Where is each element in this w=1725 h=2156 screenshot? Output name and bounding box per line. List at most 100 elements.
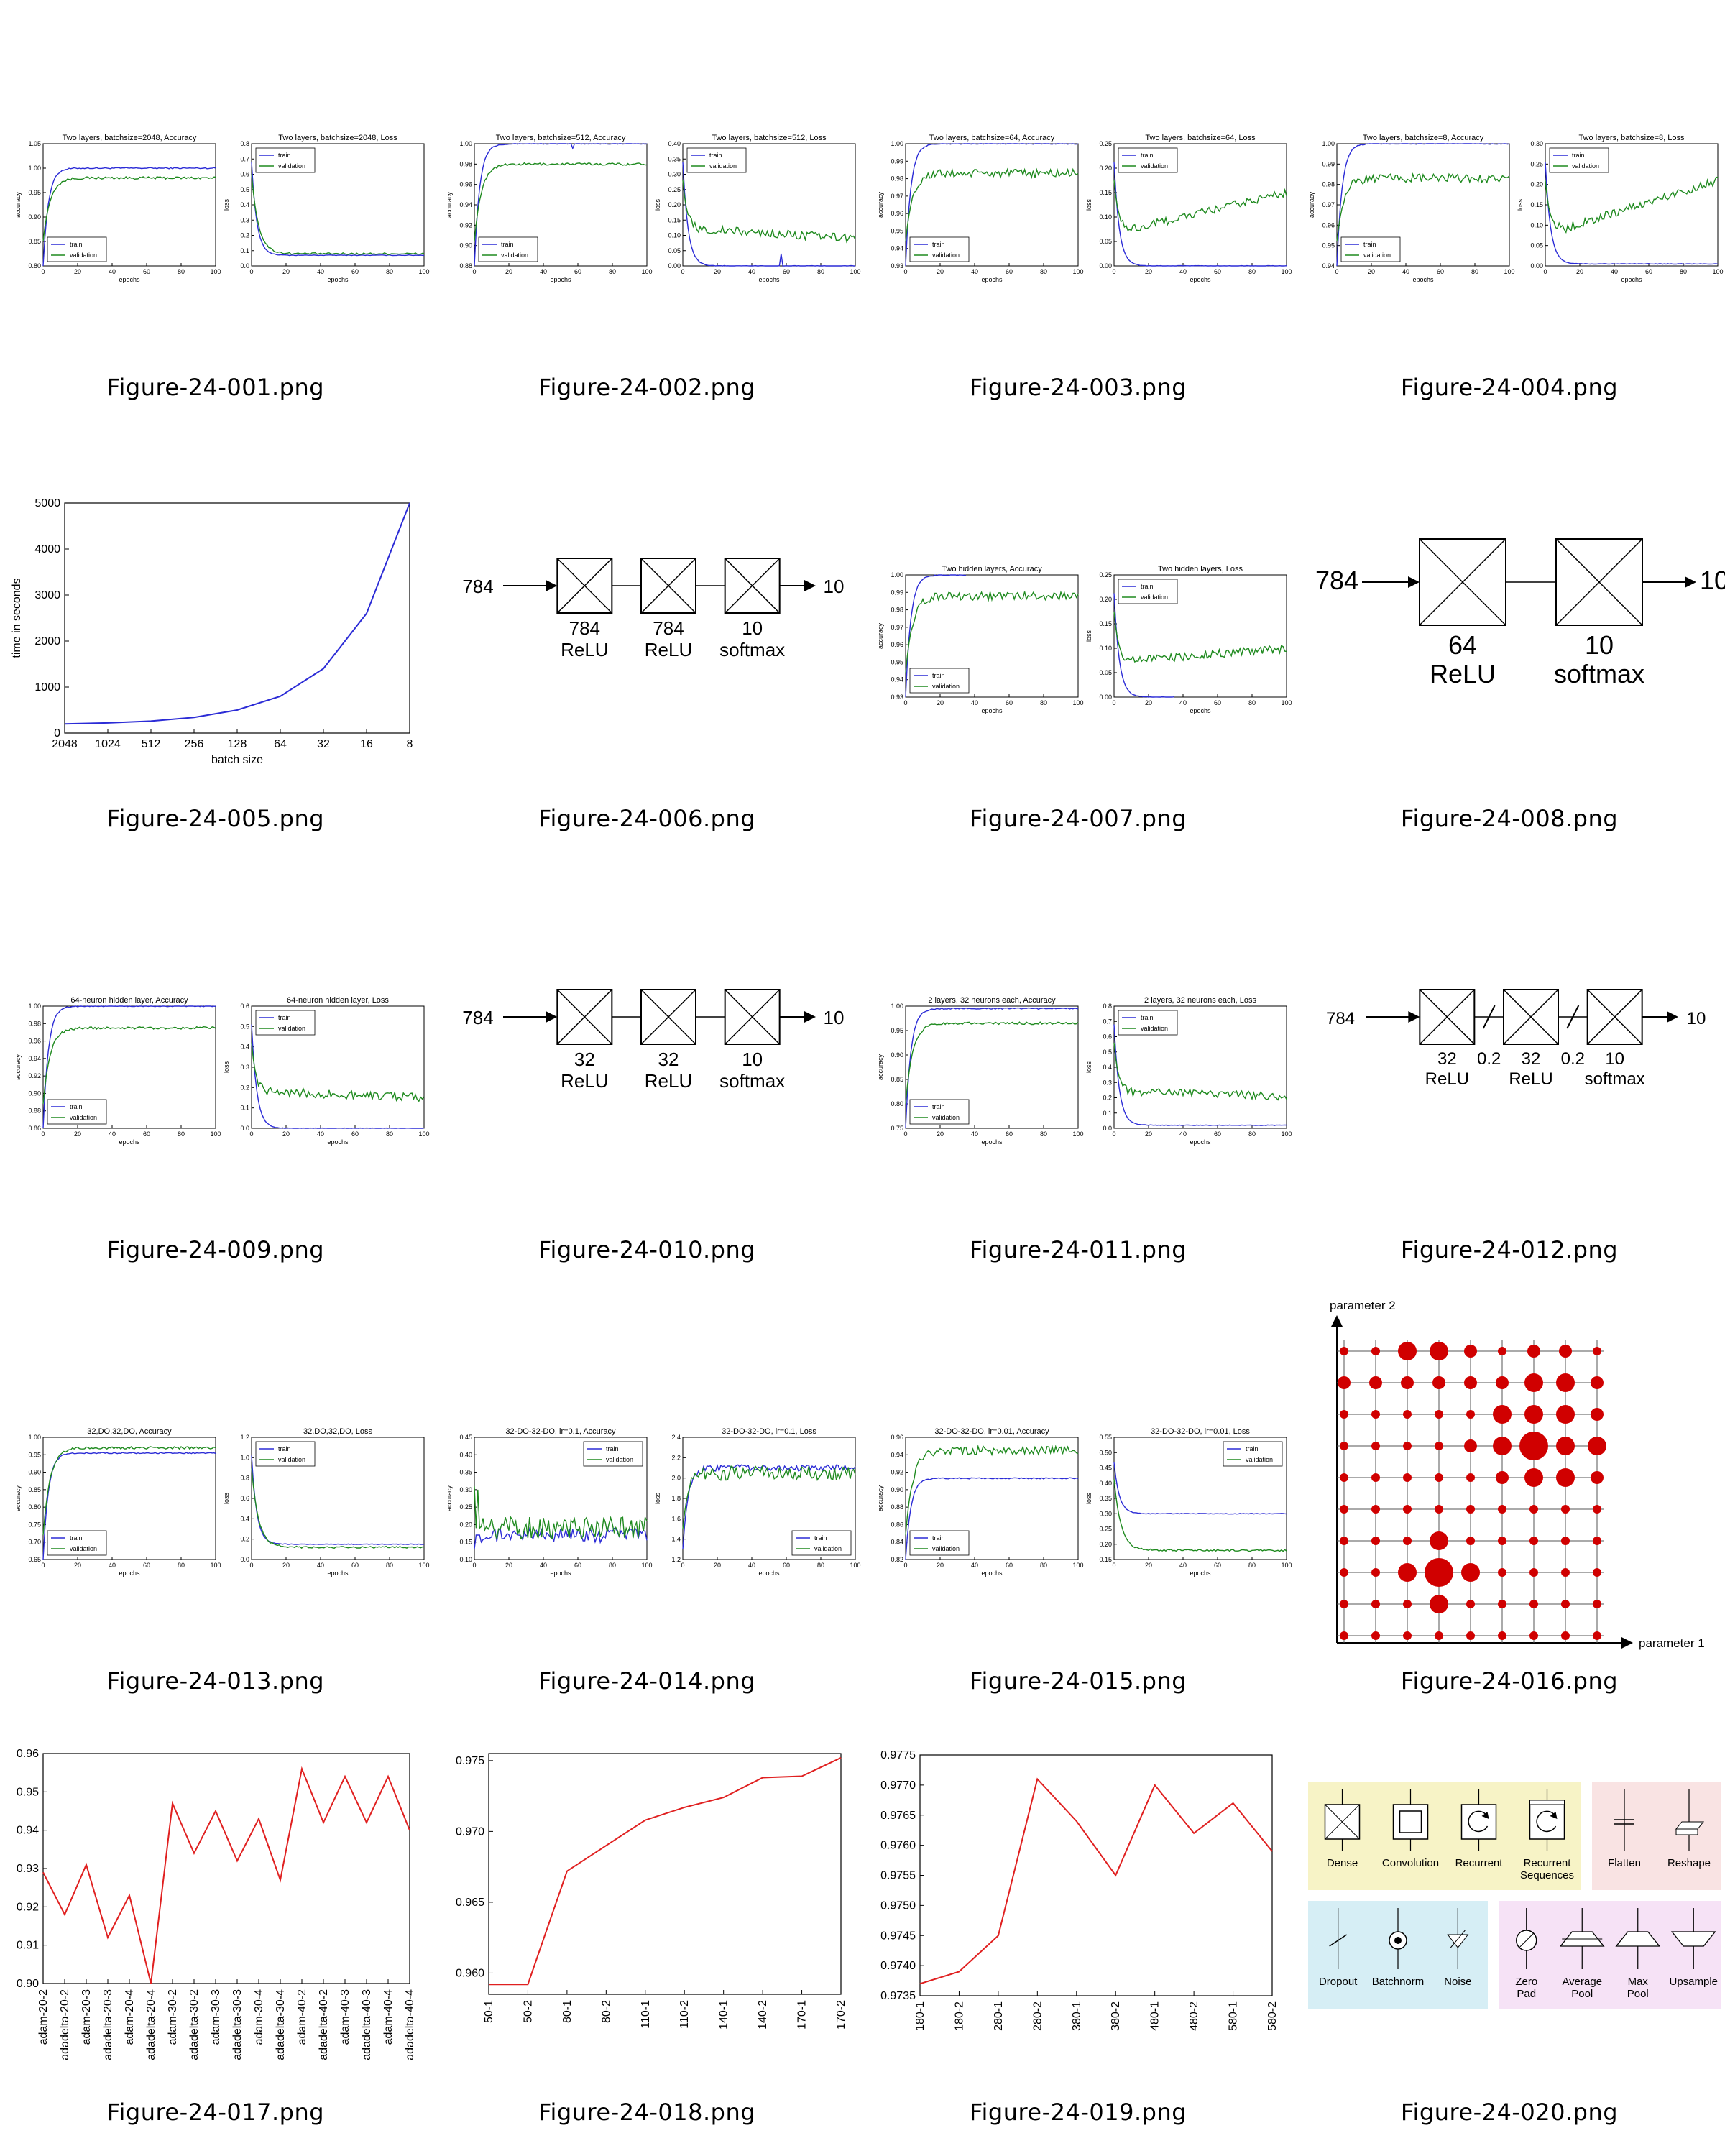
thumbnail-caption[interactable]: Figure-24-019.png xyxy=(969,2099,1187,2126)
thumbnail-image[interactable]: 784 32 ReLU 0.2 32 ReLU 0.2 10 softmax 10 xyxy=(1294,862,1725,1222)
thumbnail-image[interactable]: parameter 2 parameter 1 xyxy=(1294,1294,1725,1653)
thumbnail-item[interactable]: 784 64 ReLU 10 softmax 10 Figure-24-008.png xyxy=(1294,431,1725,862)
icon-label: Pool xyxy=(1627,1988,1649,2000)
x-tick-label: 80 xyxy=(609,268,616,275)
thumbnail-item[interactable]: 64-neuron hidden layer, Accuracy 0.86 0.88… xyxy=(0,862,431,1294)
thumbnail-item[interactable]: 0 1000 2000 3000 4000 5000 2048 1024 512 256 128 64… xyxy=(0,431,431,862)
thumbnail-caption[interactable]: Figure-24-005.png xyxy=(106,805,325,832)
thumbnail-caption[interactable]: Figure-24-010.png xyxy=(538,1236,756,1263)
thumbnail-item[interactable]: Two layers, batchsize=64, Accuracy 0.93 0.… xyxy=(862,0,1294,431)
x-tick-label: 100 xyxy=(210,1562,221,1569)
thumbnail-caption[interactable]: Figure-24-013.png xyxy=(106,1667,325,1695)
grid-point xyxy=(1403,1505,1412,1514)
thumbnail-image[interactable]: 32-DO-32-DO, lr=0.01, Accuracy 0.82 0.84 0.… xyxy=(862,1294,1294,1653)
y-tick-label: 0.75 xyxy=(28,1521,41,1528)
y-tick-label: 0.94 xyxy=(459,201,472,208)
thumbnail-item[interactable]: parameter 2 parameter 1 Figure-24-016.png xyxy=(1294,1294,1725,1725)
thumbnail-caption[interactable]: Figure-24-009.png xyxy=(106,1236,325,1263)
validation-line xyxy=(1545,176,1719,234)
thumbnail-image[interactable]: 784 32 ReLU 32 ReLU 10 softmax 10 xyxy=(431,862,862,1222)
x-tick-label: adam-40-2 xyxy=(296,1989,308,2045)
validation-line xyxy=(1113,1479,1287,1552)
thumbnail-caption[interactable]: Figure-24-001.png xyxy=(106,374,325,401)
y-tick-label: 0.94 xyxy=(891,245,903,252)
thumbnail-image[interactable]: Two hidden layers, Accuracy 0.93 0.94 0.95 0… xyxy=(862,431,1294,791)
thumbnail-caption[interactable]: Figure-24-015.png xyxy=(969,1667,1187,1695)
thumbnail-image[interactable]: 0.9735 0.9740 0.9745 0.9750 0.9755 0.9760 0.97… xyxy=(862,1725,1294,2084)
y-tick-label: 0.2 xyxy=(240,1536,249,1543)
thumbnail-image[interactable]: 32,DO,32,DO, Accuracy 0.65 0.70 0.75 0.80 0.8… xyxy=(0,1294,431,1653)
thumbnail-item[interactable]: Two layers, batchsize=512, Accuracy 0.88 0… xyxy=(431,0,862,431)
accuracy-subplot: Two layers, batchsize=2048, Accuracy 0.80… xyxy=(14,134,221,283)
thumbnail-image[interactable]: Two layers, batchsize=64, Accuracy 0.93 0.… xyxy=(862,0,1294,359)
y-tick-label: 1.00 xyxy=(28,1434,41,1441)
thumbnail-item[interactable]: 784 32 ReLU 32 ReLU 10 softmax 10 Figure-24-010.… xyxy=(431,862,862,1294)
thumbnail-caption[interactable]: Figure-24-014.png xyxy=(538,1667,756,1695)
y-tick-label: 1.00 xyxy=(28,165,41,172)
thumbnail-image[interactable]: 2 layers, 32 neurons each, Accuracy 0.75 0… xyxy=(862,862,1294,1222)
legend-train-label: train xyxy=(278,152,291,159)
x-tick-label: 20 xyxy=(714,1562,721,1569)
thumbnail-item[interactable]: Two hidden layers, Accuracy 0.93 0.94 0.95 0… xyxy=(862,431,1294,862)
thumbnail-item[interactable]: 0.960 0.965 0.970 0.975 50-1 50-2 80-1 80-2 110-… xyxy=(431,1725,862,2156)
thumbnail-caption[interactable]: Figure-24-008.png xyxy=(1400,805,1619,832)
y-tick-label: 1.6 xyxy=(671,1515,681,1522)
thumbnail-item[interactable]: Dense Convolution Recurrent Recurrent Sequen… xyxy=(1294,1725,1725,2156)
thumbnail-item[interactable]: 32-DO-32-DO, lr=0.1, Accuracy 0.10 0.15 0.2… xyxy=(431,1294,862,1725)
thumbnail-image[interactable]: Two layers, batchsize=8, Accuracy 0.94 0.9… xyxy=(1294,0,1725,359)
train-line xyxy=(1113,1024,1287,1126)
thumbnail-caption[interactable]: Figure-24-012.png xyxy=(1400,1236,1619,1263)
x-tick-label: 80 xyxy=(1040,1562,1047,1569)
thumbnail-image[interactable]: 64-neuron hidden layer, Accuracy 0.86 0.88… xyxy=(0,862,431,1222)
thumbnail-image[interactable]: Dense Convolution Recurrent Recurrent Sequen… xyxy=(1294,1725,1725,2084)
thumbnail-item[interactable]: 0.9735 0.9740 0.9745 0.9750 0.9755 0.9760 0.97… xyxy=(862,1725,1294,2156)
thumbnail-caption[interactable]: Figure-24-016.png xyxy=(1400,1667,1619,1695)
thumbnail-item[interactable]: 32-DO-32-DO, lr=0.01, Accuracy 0.82 0.84 0.… xyxy=(862,1294,1294,1725)
thumbnail-item[interactable]: 2 layers, 32 neurons each, Accuracy 0.75 0… xyxy=(862,862,1294,1294)
y-tick-label: 0.95 xyxy=(891,1027,903,1034)
legend: train validation xyxy=(791,1530,852,1556)
thumbnail-caption[interactable]: Figure-24-011.png xyxy=(969,1236,1187,1263)
thumbnail-caption[interactable]: Figure-24-020.png xyxy=(1400,2099,1619,2126)
y-tick-label: 0.05 xyxy=(668,247,681,254)
thumbnail-image[interactable]: 0.90 0.91 0.92 0.93 0.94 0.95 0.96 adam-20-2 ada… xyxy=(0,1725,431,2084)
thumbnail-item[interactable]: Two layers, batchsize=2048, Accuracy 0.80… xyxy=(0,0,431,431)
thumbnail-image[interactable]: 0 1000 2000 3000 4000 5000 2048 1024 512 256 128 64… xyxy=(0,431,431,791)
x-tick-label: 580-1 xyxy=(1228,2001,1240,2031)
thumbnail-image[interactable]: 784 64 ReLU 10 softmax 10 xyxy=(1294,431,1725,791)
thumbnail-item[interactable]: 784 784 ReLU 784 ReLU 10 softmax 10 Figure-24-00… xyxy=(431,431,862,862)
thumbnail-item[interactable]: 784 32 ReLU 0.2 32 ReLU 0.2 10 softmax 10 Figure-2… xyxy=(1294,862,1725,1294)
thumbnail-image[interactable]: Two layers, batchsize=2048, Accuracy 0.80… xyxy=(0,0,431,359)
thumbnail-image[interactable]: Two layers, batchsize=512, Accuracy 0.88 0… xyxy=(431,0,862,359)
x-tick-label: 8 xyxy=(407,738,413,750)
accuracy-subplot: Two hidden layers, Accuracy 0.93 0.94 0.95 0… xyxy=(877,565,1084,714)
y-tick-label: 1.00 xyxy=(28,1003,41,1010)
thumbnail-image[interactable]: 784 784 ReLU 784 ReLU 10 softmax 10 xyxy=(431,431,862,791)
legend: train validation xyxy=(478,236,538,262)
x-axis-label: epochs xyxy=(1412,276,1434,283)
thumbnail-caption[interactable]: Figure-24-003.png xyxy=(969,374,1187,401)
y-tick-label: 0.95 xyxy=(1322,242,1335,249)
x-tick-label: 480-1 xyxy=(1149,2001,1162,2031)
thumbnail-item[interactable]: Two layers, batchsize=8, Accuracy 0.94 0.9… xyxy=(1294,0,1725,431)
validation-line xyxy=(905,167,1079,242)
grid-point xyxy=(1430,1595,1448,1613)
x-tick-label: 2048 xyxy=(52,738,78,750)
thumbnail-caption[interactable]: Figure-24-004.png xyxy=(1400,374,1619,401)
thumbnail-caption[interactable]: Figure-24-017.png xyxy=(106,2099,325,2126)
thumbnail-item[interactable]: 0.90 0.91 0.92 0.93 0.94 0.95 0.96 adam-20-2 ada… xyxy=(0,1725,431,2156)
thumbnail-image[interactable]: 32-DO-32-DO, lr=0.1, Accuracy 0.10 0.15 0.2… xyxy=(431,1294,862,1653)
subplot-title: Two hidden layers, Loss xyxy=(1158,565,1243,573)
thumbnail-caption[interactable]: Figure-24-007.png xyxy=(969,805,1187,832)
thumbnail-caption[interactable]: Figure-24-006.png xyxy=(538,805,756,832)
flatten-icon xyxy=(1614,1789,1634,1851)
y-axis-label: accuracy xyxy=(877,191,884,218)
legend-validation-label: validation xyxy=(501,252,528,259)
thumbnail-item[interactable]: 32,DO,32,DO, Accuracy 0.65 0.70 0.75 0.80 0.8… xyxy=(0,1294,431,1725)
thumbnail-image[interactable]: 0.960 0.965 0.970 0.975 50-1 50-2 80-1 80-2 110-… xyxy=(431,1725,862,2084)
thumbnail-caption[interactable]: Figure-24-018.png xyxy=(538,2099,756,2126)
thumbnail-caption[interactable]: Figure-24-002.png xyxy=(538,374,756,401)
x-tick-label: 60 xyxy=(143,1130,150,1138)
y-tick-label: 0.35 xyxy=(459,1469,472,1476)
y-tick-label: 0.96 xyxy=(891,641,903,648)
